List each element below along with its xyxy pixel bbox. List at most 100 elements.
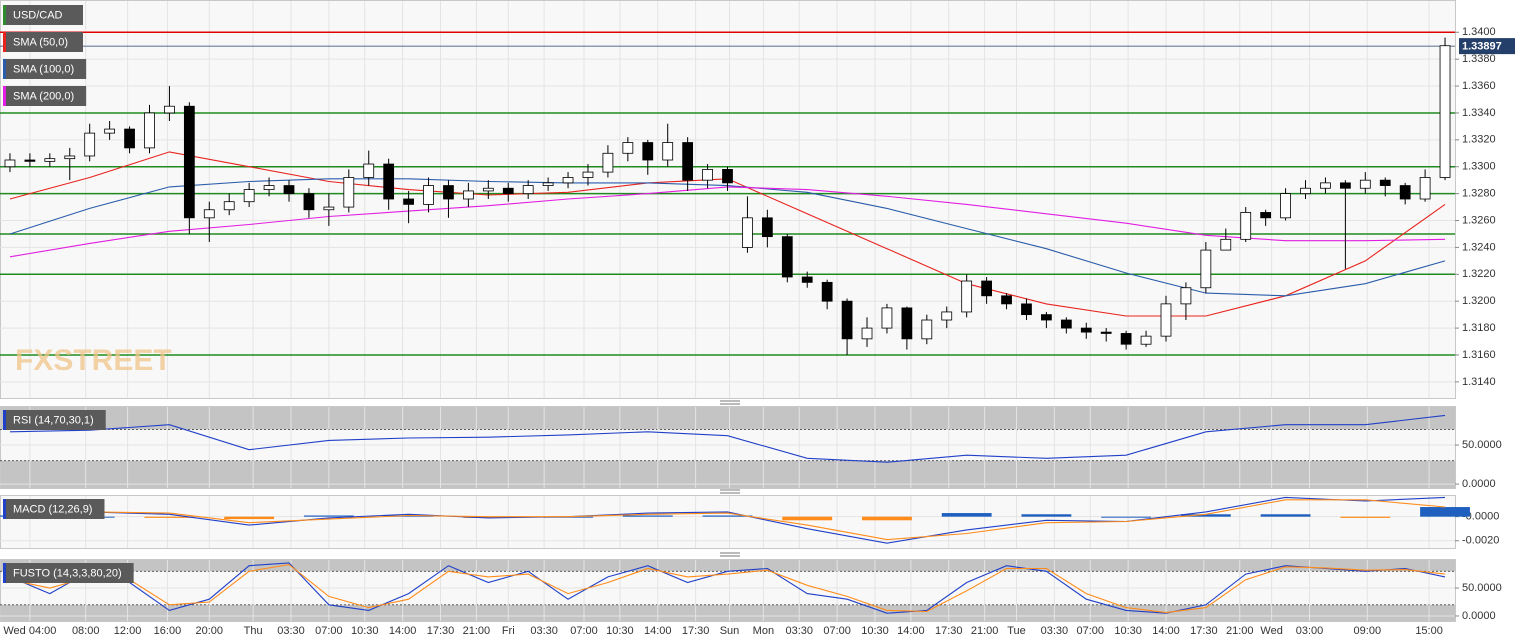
y-tick-label: 1.3340 <box>1462 107 1496 119</box>
candle-body <box>582 171 594 178</box>
label-stripe <box>3 410 6 430</box>
x-tick-label: 12:00 <box>114 625 142 637</box>
y-tick-label: -0.0020 <box>1462 535 1499 547</box>
candle-body <box>84 132 96 157</box>
x-tick-label: 21:00 <box>1226 625 1254 637</box>
label-stripe <box>3 5 6 25</box>
candle-body <box>602 152 614 173</box>
candle-body <box>1120 333 1132 345</box>
candle-body <box>1439 45 1451 178</box>
histogram-bar <box>1180 514 1231 517</box>
candle-body <box>164 105 175 114</box>
candle-body <box>901 307 913 340</box>
y-tick-label: 0.0000 <box>1462 610 1496 622</box>
histogram-bar <box>862 516 912 521</box>
histogram-bar <box>1021 514 1072 517</box>
x-tick-label: 10:30 <box>606 625 634 637</box>
x-tick-label: 07:00 <box>823 625 851 637</box>
candle-body <box>263 185 275 190</box>
y-tick-label: 0.0000 <box>1462 478 1496 490</box>
x-tick-label: 16:00 <box>154 625 182 637</box>
label-bg <box>3 410 106 430</box>
band <box>1 460 1455 488</box>
x-tick-label: 03:30 <box>1041 625 1069 637</box>
x-tick-label: 14:00 <box>897 625 925 637</box>
y-tick-label: 50.0000 <box>1462 439 1502 451</box>
candle-body <box>1320 182 1331 189</box>
candle-body <box>124 128 135 149</box>
indicator-line <box>9 499 1446 541</box>
candle-body <box>502 187 514 195</box>
label-bg <box>3 86 87 106</box>
x-tick-label: 03:30 <box>530 625 558 637</box>
indicator-line <box>9 564 1446 614</box>
candle-body <box>662 142 674 161</box>
candle-body <box>223 201 235 211</box>
candle-body <box>981 280 992 297</box>
candle-body <box>1160 303 1172 337</box>
y-tick-label: 1.3220 <box>1462 268 1496 280</box>
candle-body <box>1060 319 1072 329</box>
y-tick-label: 1.3240 <box>1462 241 1496 253</box>
y-tick-label: 1.3360 <box>1462 80 1496 92</box>
label-text: MACD (12,26,9) <box>13 503 92 515</box>
x-tick-label: 17:30 <box>682 625 710 637</box>
candle-body <box>1200 249 1212 289</box>
label-bg <box>3 59 87 79</box>
candle-body <box>423 185 434 205</box>
candle-body <box>821 281 833 302</box>
candle-body <box>363 163 375 178</box>
x-tick-label: 07:00 <box>315 625 343 637</box>
label-box: SMA (200,0) <box>3 86 87 106</box>
label-bg <box>3 5 83 25</box>
band <box>1 604 1455 621</box>
label-stripe <box>3 563 6 583</box>
candle-body <box>303 193 315 211</box>
candle-body <box>1140 335 1152 345</box>
indicator-line <box>9 562 1446 614</box>
x-tick-label: Sun <box>720 625 740 637</box>
candle-body <box>4 159 16 168</box>
label-stripe <box>3 86 6 106</box>
candle-body <box>1399 185 1411 200</box>
histogram-bar <box>303 515 354 517</box>
candle-body <box>383 163 395 200</box>
candle-body <box>761 217 773 238</box>
x-tick-label: 21:00 <box>971 625 999 637</box>
x-tick-label: Tue <box>1007 625 1026 637</box>
y-tick-label: 1.3200 <box>1462 295 1496 307</box>
x-tick-label: 10:30 <box>351 625 379 637</box>
y-tick-label: 1.3140 <box>1462 376 1496 388</box>
candle-body <box>403 198 414 205</box>
label-text: SMA (100,0) <box>13 63 74 75</box>
candle-body <box>702 169 713 181</box>
candle-body <box>1100 331 1112 334</box>
candle-body <box>781 236 793 278</box>
candle-body <box>183 105 195 219</box>
candle-body <box>283 185 295 195</box>
x-tick-label: 07:00 <box>1076 625 1104 637</box>
histogram-bar <box>383 515 434 517</box>
x-tick-label: Wed <box>1260 625 1282 637</box>
candle-body <box>642 142 654 161</box>
x-tick-label: 03:30 <box>785 625 813 637</box>
candle-body <box>742 217 753 248</box>
y-tick-label: 1.3320 <box>1462 134 1496 146</box>
label-text: RSI (14,70,30,1) <box>13 414 94 426</box>
label-box: USD/CAD <box>3 5 83 25</box>
candle-body <box>463 190 474 200</box>
last-price-bg <box>1459 38 1515 55</box>
candle-body <box>622 142 634 154</box>
candle-body <box>24 159 36 162</box>
histogram-bar <box>144 516 195 518</box>
x-tick-label: 14:00 <box>644 625 672 637</box>
candle-body <box>1300 187 1311 195</box>
candle-body <box>722 169 733 184</box>
candle-body <box>861 327 873 340</box>
x-tick-label: 03:00 <box>1296 625 1324 637</box>
candle-body <box>961 280 973 313</box>
indicator-line <box>9 414 1446 463</box>
label-text: USD/CAD <box>13 9 63 21</box>
y-tick-label: 1.3280 <box>1462 188 1496 200</box>
